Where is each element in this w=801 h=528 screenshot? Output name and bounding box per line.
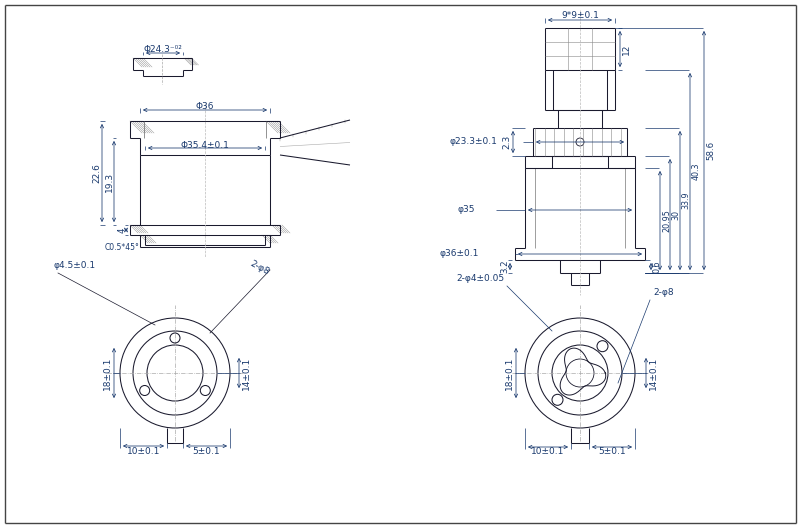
Text: 5±0.1: 5±0.1	[598, 448, 626, 457]
Text: 3.2: 3.2	[501, 260, 509, 274]
Text: φ23.3±0.1: φ23.3±0.1	[450, 137, 498, 146]
Text: Φ24.3⁻⁰²: Φ24.3⁻⁰²	[143, 45, 183, 54]
Text: 9*9±0.1: 9*9±0.1	[561, 12, 599, 21]
Text: 19.3: 19.3	[104, 172, 114, 192]
Text: 10±0.1: 10±0.1	[531, 448, 565, 457]
Text: 0.6: 0.6	[653, 260, 662, 273]
Text: 40.3: 40.3	[691, 163, 701, 180]
Text: 10±0.1: 10±0.1	[127, 447, 160, 456]
Text: 22.6: 22.6	[92, 163, 102, 183]
Text: φ4.5±0.1: φ4.5±0.1	[54, 261, 96, 270]
Text: C0.5*45°: C0.5*45°	[105, 242, 140, 251]
Text: φ36±0.1: φ36±0.1	[440, 250, 479, 259]
Text: 2-φ8: 2-φ8	[653, 288, 674, 297]
Text: 58.6: 58.6	[706, 141, 715, 160]
Text: 4: 4	[118, 227, 127, 233]
Text: 2-φ8: 2-φ8	[248, 259, 271, 277]
Text: 18±0.1: 18±0.1	[103, 356, 111, 390]
Text: 5±0.1: 5±0.1	[193, 447, 220, 456]
Text: 14±0.1: 14±0.1	[649, 356, 658, 390]
Text: Φ36: Φ36	[195, 102, 214, 111]
Text: 30: 30	[671, 210, 681, 220]
Text: 18±0.1: 18±0.1	[505, 356, 513, 390]
Text: 20.95: 20.95	[662, 209, 671, 232]
Text: φ35: φ35	[458, 205, 476, 214]
Text: 12: 12	[622, 43, 630, 55]
Text: 2.3: 2.3	[502, 135, 512, 149]
Text: Φ35.4±0.1: Φ35.4±0.1	[180, 140, 229, 149]
Text: 33.9: 33.9	[682, 192, 690, 209]
Text: 14±0.1: 14±0.1	[241, 356, 251, 390]
Text: 2-φ4±0.05: 2-φ4±0.05	[456, 274, 504, 283]
